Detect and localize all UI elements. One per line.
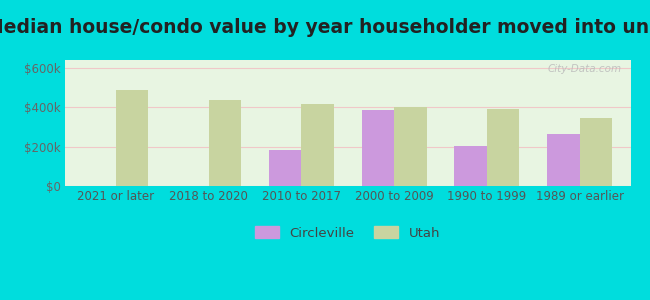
Legend: Circleville, Utah: Circleville, Utah <box>250 221 445 245</box>
Bar <box>547 134 580 186</box>
Bar <box>454 146 487 186</box>
Bar <box>302 104 334 186</box>
Bar <box>361 110 394 186</box>
Bar <box>209 100 241 186</box>
Bar <box>116 89 148 186</box>
Text: Median house/condo value by year householder moved into unit: Median house/condo value by year househo… <box>0 18 650 37</box>
Bar <box>394 107 426 186</box>
Bar <box>487 109 519 186</box>
Bar <box>269 150 302 186</box>
Text: City-Data.com: City-Data.com <box>548 64 622 74</box>
Bar <box>580 118 612 186</box>
